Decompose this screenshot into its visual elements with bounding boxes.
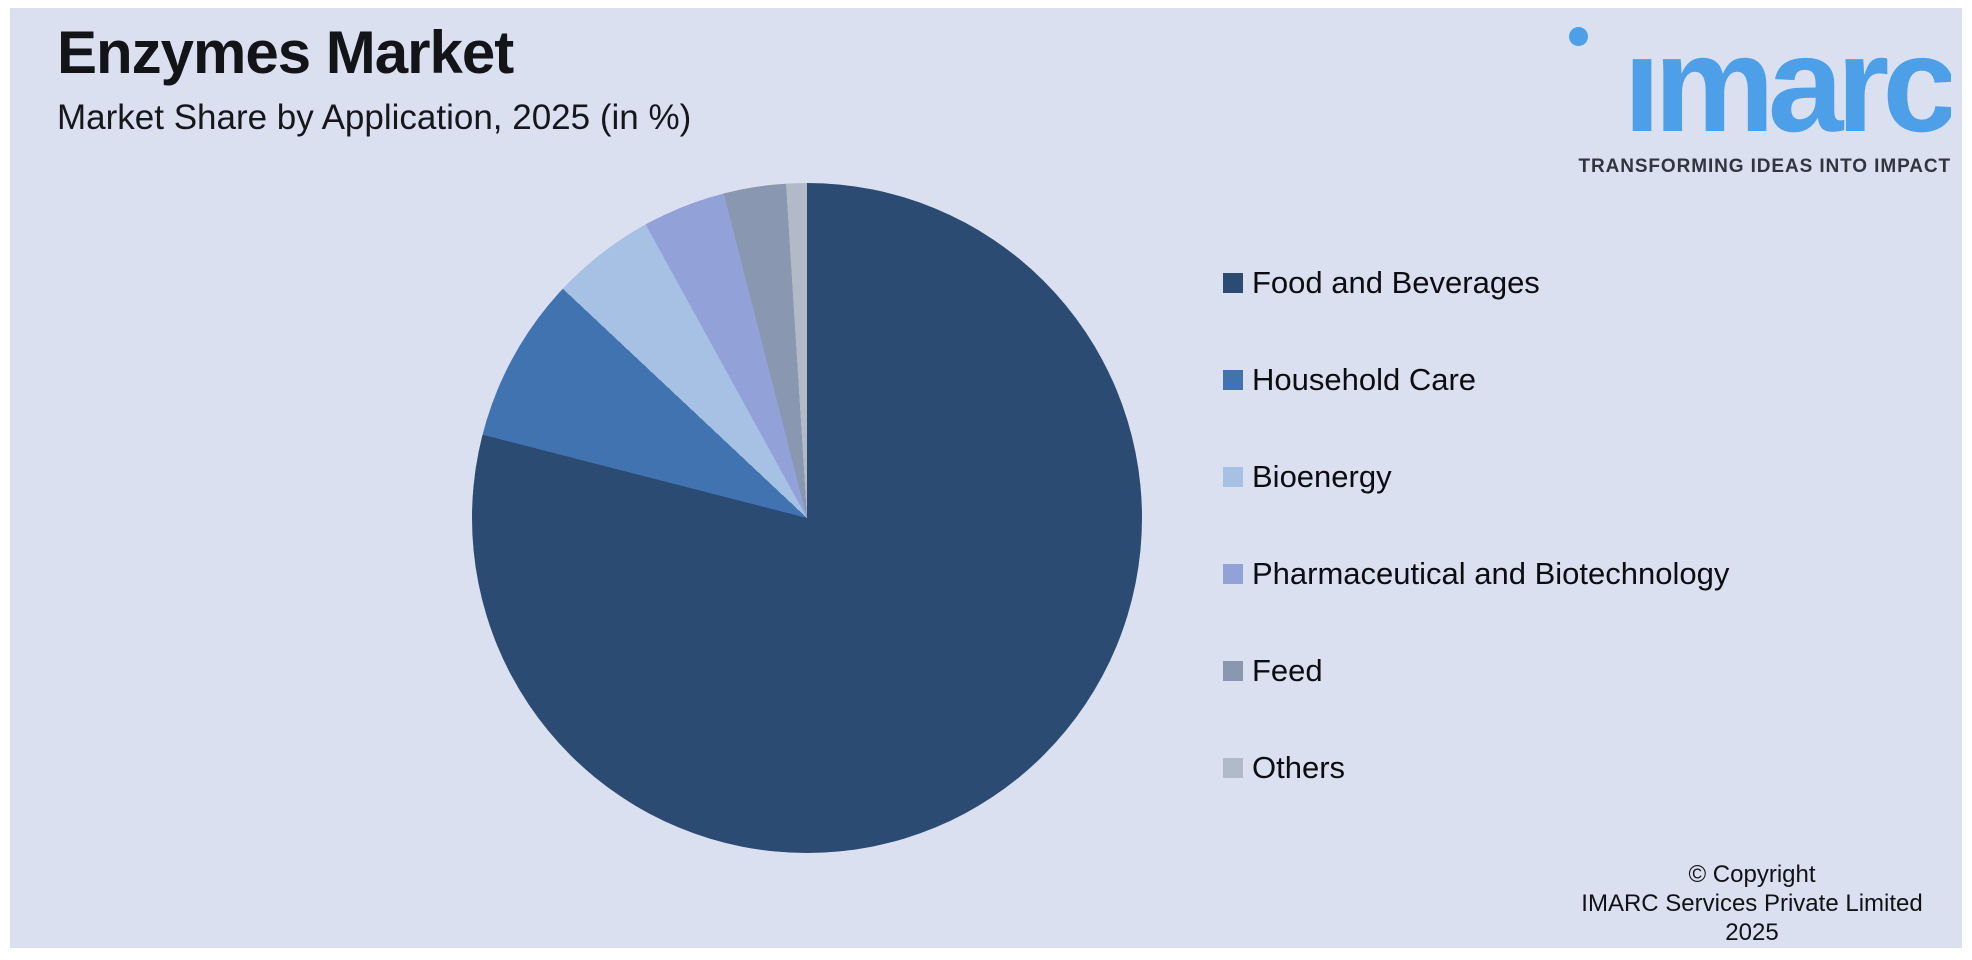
legend-label: Others (1252, 750, 1346, 785)
pie-chart (472, 183, 1142, 853)
legend-row-bioenergy: Bioenergy (1223, 457, 1729, 497)
logo-wordmark: ımarc (1623, 52, 1951, 154)
legend-row-food-and-beverages: Food and Beverages (1223, 263, 1729, 303)
legend-swatch-icon (1223, 758, 1243, 778)
legend-swatch-icon (1223, 564, 1243, 584)
legend-label: Pharmaceutical and Biotechnology (1252, 556, 1730, 591)
imarc-logo: ımarc TRANSFORMING IDEAS INTO IMPACT (1531, 0, 1951, 180)
legend-swatch-icon (1223, 661, 1243, 681)
copyright-line1: © Copyright (1688, 861, 1816, 888)
legend-label: Household Care (1252, 362, 1477, 397)
chart-legend: Food and Beverages Household Care Bioene… (1223, 263, 1729, 845)
page-title: Enzymes Market (57, 19, 514, 86)
copyright-notice: © Copyright IMARC Services Private Limit… (1562, 860, 1942, 947)
legend-row-pharmaceutical-and-biotechnology: Pharmaceutical and Biotechnology (1223, 554, 1729, 594)
logo-dot-icon (1569, 27, 1588, 46)
legend-swatch-icon (1223, 370, 1243, 390)
logo-tagline: TRANSFORMING IDEAS INTO IMPACT (1578, 156, 1951, 177)
legend-row-others: Others (1223, 748, 1729, 788)
legend-row-household-care: Household Care (1223, 360, 1729, 400)
page-subtitle: Market Share by Application, 2025 (in %) (57, 98, 692, 137)
legend-row-feed: Feed (1223, 651, 1729, 691)
legend-swatch-icon (1223, 273, 1243, 293)
copyright-line2: IMARC Services Private Limited 2025 (1581, 890, 1923, 946)
legend-label: Bioenergy (1252, 459, 1392, 494)
legend-label: Feed (1252, 653, 1323, 688)
legend-swatch-icon (1223, 467, 1243, 487)
legend-label: Food and Beverages (1252, 265, 1540, 300)
